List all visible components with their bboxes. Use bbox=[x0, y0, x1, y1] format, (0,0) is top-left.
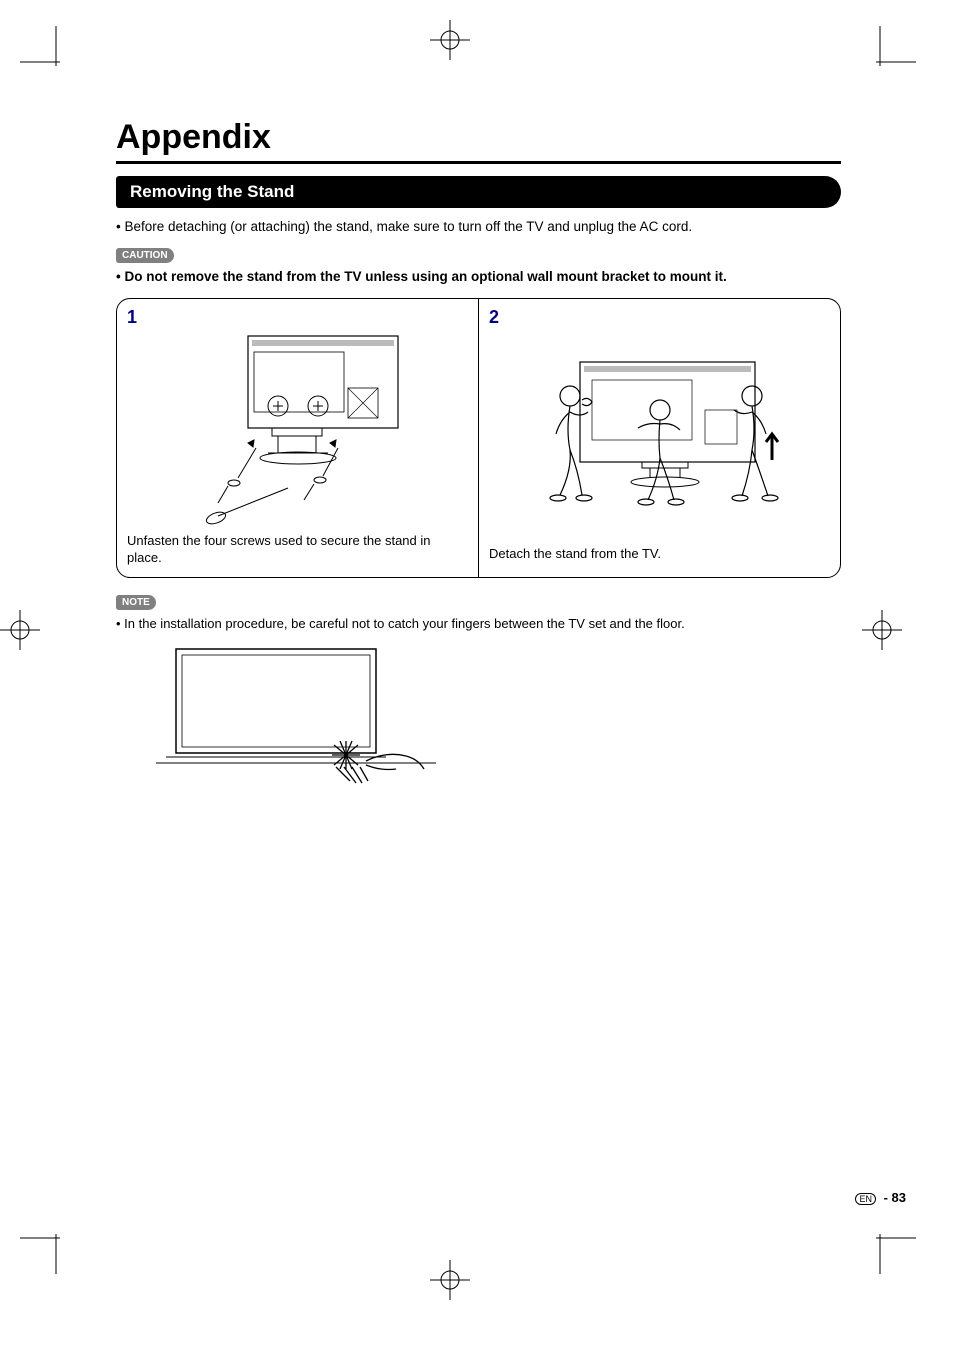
page-content: Appendix Removing the Stand • Before det… bbox=[116, 118, 841, 796]
intro-bullet: • Before detaching (or attaching) the st… bbox=[116, 218, 841, 237]
step-2: 2 bbox=[479, 299, 840, 577]
step-2-diagram bbox=[489, 328, 830, 541]
step-2-caption: Detach the stand from the TV. bbox=[489, 545, 830, 563]
registration-mark-right bbox=[862, 610, 902, 650]
page-number-value: 83 bbox=[892, 1190, 906, 1205]
title-underline bbox=[116, 161, 841, 164]
crop-mark-tr bbox=[860, 26, 916, 82]
page-sep: - bbox=[880, 1190, 892, 1205]
page-title: Appendix bbox=[116, 118, 841, 157]
page-number: EN - 83 bbox=[855, 1190, 906, 1205]
crop-mark-tl bbox=[20, 26, 76, 82]
page-lang-badge: EN bbox=[855, 1193, 876, 1205]
steps-container: 1 bbox=[116, 298, 841, 578]
finger-pinch-diagram bbox=[156, 641, 841, 796]
step-1: 1 bbox=[117, 299, 479, 577]
step-1-caption: Unfasten the four screws used to secure … bbox=[127, 532, 468, 567]
step-1-diagram bbox=[127, 328, 468, 528]
registration-mark-top bbox=[430, 20, 470, 60]
crop-mark-bl bbox=[20, 1218, 76, 1274]
note-badge: NOTE bbox=[116, 595, 156, 610]
caution-text: • Do not remove the stand from the TV un… bbox=[116, 269, 841, 284]
registration-mark-bottom bbox=[430, 1260, 470, 1300]
step-2-number: 2 bbox=[489, 307, 830, 328]
step-1-number: 1 bbox=[127, 307, 468, 328]
section-header: Removing the Stand bbox=[116, 176, 841, 208]
crop-mark-br bbox=[860, 1218, 916, 1274]
caution-badge: CAUTION bbox=[116, 248, 174, 263]
registration-mark-left bbox=[0, 610, 40, 650]
note-text: • In the installation procedure, be care… bbox=[116, 616, 841, 631]
